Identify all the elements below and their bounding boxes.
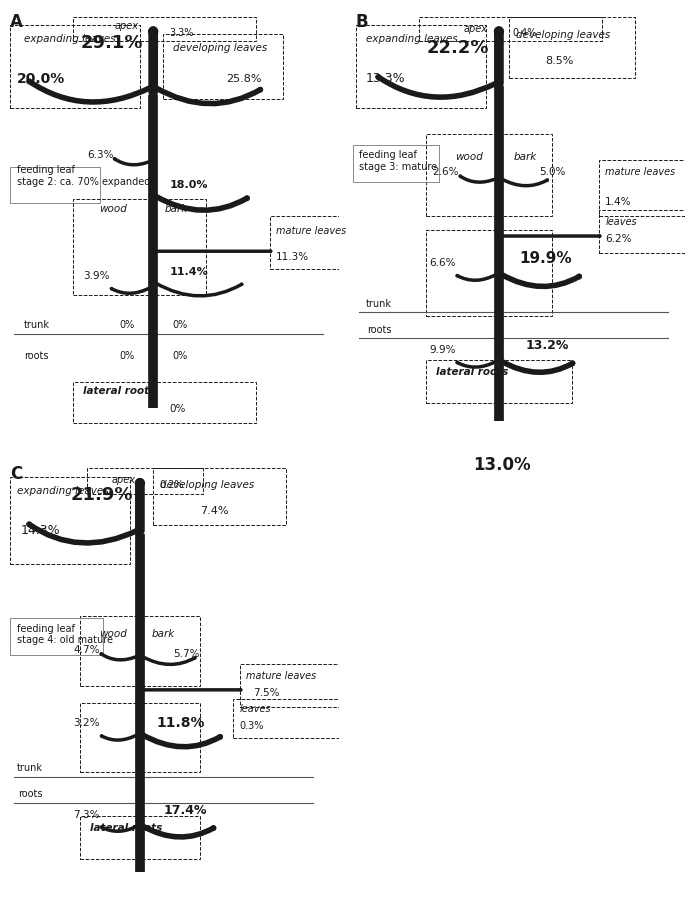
Text: roots: roots <box>18 788 42 798</box>
Text: A: A <box>10 14 23 32</box>
Text: 0.3%: 0.3% <box>239 721 264 731</box>
Text: 25.8%: 25.8% <box>226 73 262 83</box>
Text: trunk: trunk <box>366 298 392 308</box>
Text: 11.3%: 11.3% <box>276 251 309 261</box>
Text: 6.6%: 6.6% <box>429 257 455 268</box>
Text: lateral roots: lateral roots <box>83 386 156 396</box>
Text: 0.2%: 0.2% <box>160 479 184 489</box>
Text: leaves: leaves <box>606 217 637 227</box>
Text: 21.9%: 21.9% <box>71 486 134 504</box>
Bar <box>599 210 692 254</box>
Bar <box>10 478 130 564</box>
Bar <box>73 18 256 42</box>
Text: wood: wood <box>100 628 127 638</box>
Text: feeding leaf
stage 4: old mature: feeding leaf stage 4: old mature <box>17 623 113 645</box>
Text: 0%: 0% <box>172 350 188 360</box>
Text: 19.9%: 19.9% <box>519 251 572 266</box>
Text: wood: wood <box>455 152 483 162</box>
Text: mature leaves: mature leaves <box>246 670 316 680</box>
Bar <box>10 26 140 108</box>
Text: 14.3%: 14.3% <box>20 523 60 536</box>
Text: 5.0%: 5.0% <box>539 167 565 177</box>
Text: 13.3%: 13.3% <box>366 72 406 85</box>
Text: 0%: 0% <box>170 403 186 413</box>
Text: 11.4%: 11.4% <box>170 266 208 276</box>
Text: 4.7%: 4.7% <box>73 644 100 654</box>
Text: bark: bark <box>514 152 537 162</box>
Text: 7.3%: 7.3% <box>73 809 100 819</box>
Text: B: B <box>356 14 369 32</box>
Text: developing leaves: developing leaves <box>160 479 254 489</box>
Text: 1.4%: 1.4% <box>606 197 632 207</box>
Bar <box>10 619 103 656</box>
Text: apex: apex <box>464 23 488 33</box>
Text: expanding leaves: expanding leaves <box>24 34 115 44</box>
Bar <box>80 617 200 685</box>
Text: feeding leaf
stage 2: ca. 70% expanded: feeding leaf stage 2: ca. 70% expanded <box>17 165 150 187</box>
Text: roots: roots <box>367 324 392 334</box>
Bar <box>270 218 359 269</box>
Text: 2.6%: 2.6% <box>432 167 459 177</box>
Text: leaves: leaves <box>239 703 271 713</box>
Text: trunk: trunk <box>17 762 43 772</box>
Bar <box>426 230 552 317</box>
Text: 9.9%: 9.9% <box>429 345 455 355</box>
Text: feeding leaf
stage 3: mature: feeding leaf stage 3: mature <box>359 150 437 172</box>
Text: 22.2%: 22.2% <box>426 39 489 57</box>
Text: expanding leaves: expanding leaves <box>366 34 457 44</box>
Text: 20.0%: 20.0% <box>17 71 65 86</box>
Bar <box>239 664 339 707</box>
Text: mature leaves: mature leaves <box>606 167 675 177</box>
Bar <box>509 18 635 79</box>
Text: 29.1%: 29.1% <box>81 34 143 52</box>
Text: 7.5%: 7.5% <box>253 687 280 697</box>
Text: 7.4%: 7.4% <box>200 505 228 515</box>
Text: 0%: 0% <box>119 350 134 360</box>
Text: 13.0%: 13.0% <box>473 456 531 474</box>
Text: 3.9%: 3.9% <box>84 271 110 281</box>
Text: apex: apex <box>115 22 138 32</box>
Bar <box>356 26 486 108</box>
Text: 18.0%: 18.0% <box>170 180 208 190</box>
Bar <box>353 145 439 182</box>
Text: trunk: trunk <box>24 320 50 330</box>
Text: 0%: 0% <box>172 320 188 330</box>
Bar <box>599 161 692 218</box>
Text: C: C <box>10 464 23 482</box>
Bar <box>426 360 572 404</box>
Text: expanding leaves: expanding leaves <box>17 486 109 496</box>
Bar <box>73 382 256 424</box>
Bar <box>80 703 200 772</box>
Bar <box>233 699 343 738</box>
Text: developing leaves: developing leaves <box>516 30 610 40</box>
Text: 6.3%: 6.3% <box>86 149 113 159</box>
Text: bark: bark <box>165 203 188 214</box>
Bar <box>426 135 552 218</box>
Bar <box>163 35 283 100</box>
Text: apex: apex <box>111 475 135 485</box>
Text: 6.2%: 6.2% <box>606 234 632 244</box>
Text: 3.2%: 3.2% <box>73 718 100 728</box>
Text: mature leaves: mature leaves <box>276 225 347 236</box>
Text: bark: bark <box>152 628 175 638</box>
Text: 8.5%: 8.5% <box>545 56 574 66</box>
Text: roots: roots <box>25 350 49 360</box>
Text: lateral roots: lateral roots <box>90 822 163 832</box>
Bar <box>153 469 286 526</box>
Bar <box>73 200 206 295</box>
Text: 0%: 0% <box>119 320 134 330</box>
Bar <box>80 816 200 860</box>
Bar <box>10 167 100 204</box>
Text: 13.2%: 13.2% <box>525 339 569 351</box>
Text: 0.4%: 0.4% <box>512 28 536 38</box>
Text: 3.3%: 3.3% <box>170 28 194 38</box>
Bar <box>419 18 602 42</box>
Text: 11.8%: 11.8% <box>156 716 205 730</box>
Text: 5.7%: 5.7% <box>173 648 199 658</box>
Text: developing leaves: developing leaves <box>173 43 267 53</box>
Text: 17.4%: 17.4% <box>163 803 207 816</box>
Text: wood: wood <box>100 203 127 214</box>
Bar <box>86 469 203 494</box>
Text: lateral roots: lateral roots <box>436 367 508 377</box>
